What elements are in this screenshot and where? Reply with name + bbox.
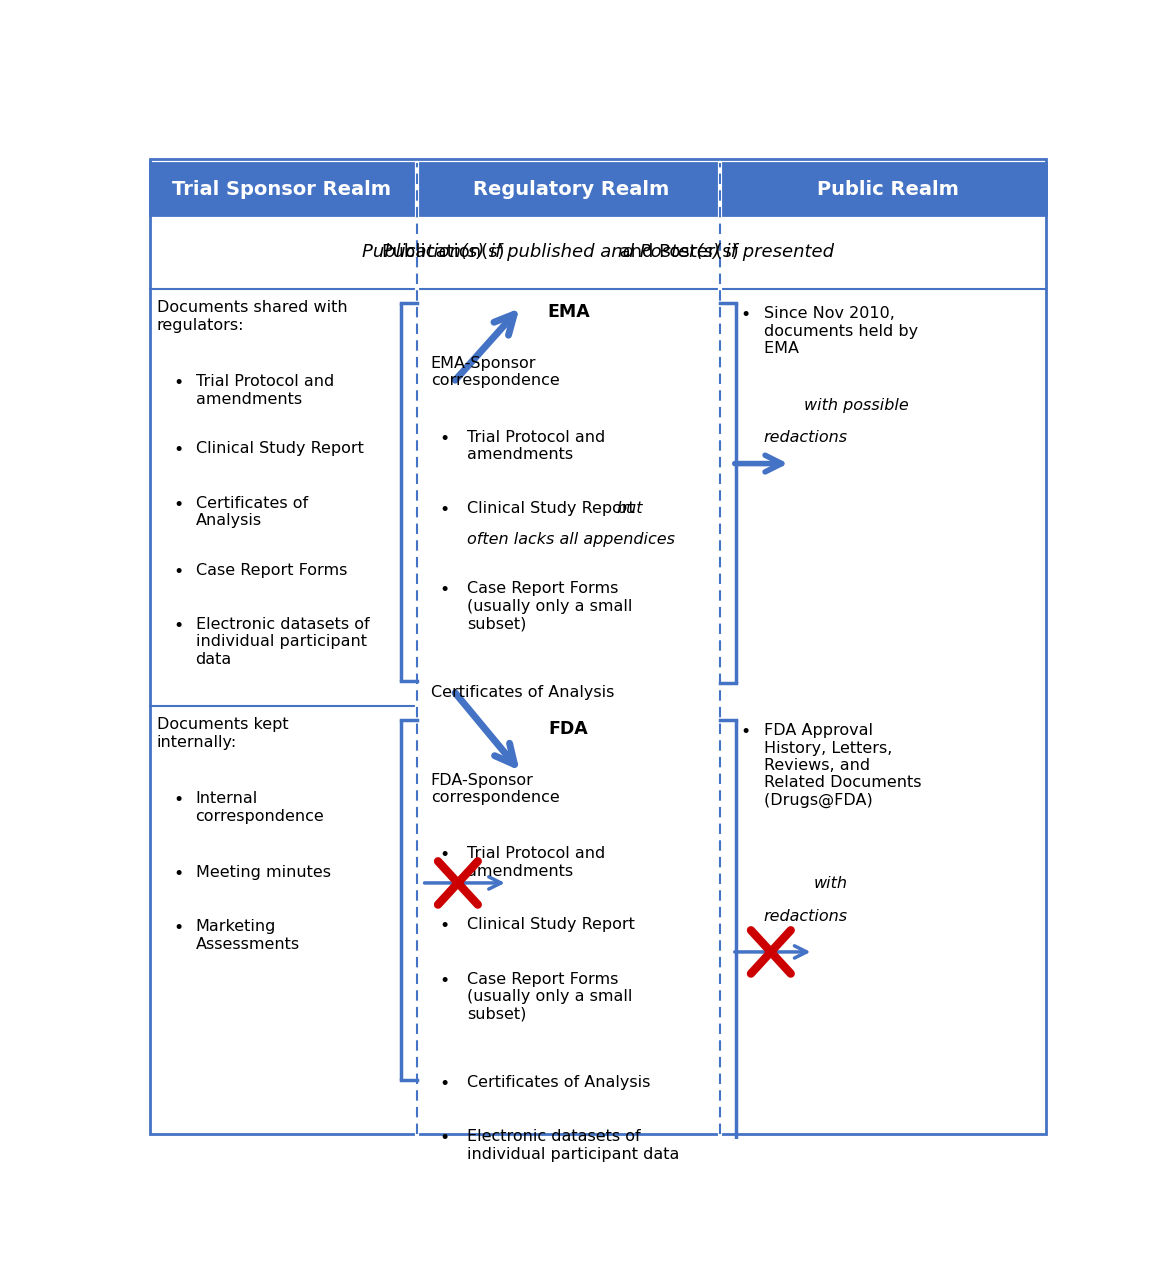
Text: Electronic datasets of
individual participant
data: Electronic datasets of individual partic… — [196, 617, 369, 667]
Text: Certificates of
Analysis: Certificates of Analysis — [196, 495, 308, 529]
Text: Regulatory Realm: Regulatory Realm — [473, 179, 669, 198]
Text: •: • — [440, 581, 450, 599]
Text: Publication(s) ​if published​ and Poster(s) ​if presented: Publication(s) ​if published​ and Poster… — [362, 243, 834, 261]
Text: •: • — [440, 918, 450, 936]
Text: Since Nov 2010,
documents held by
EMA: Since Nov 2010, documents held by EMA — [763, 306, 917, 356]
Text: Certificates of Analysis: Certificates of Analysis — [467, 1075, 650, 1091]
Text: •: • — [440, 500, 450, 518]
Text: Clinical Study Report: Clinical Study Report — [196, 442, 363, 457]
Text: Documents kept
internally:: Documents kept internally: — [156, 717, 288, 750]
Text: Marketing
Assessments: Marketing Assessments — [196, 919, 300, 952]
Text: with: with — [813, 876, 847, 891]
Text: Trial Protocol and
amendments: Trial Protocol and amendments — [467, 846, 606, 879]
Text: Clinical Study Report: Clinical Study Report — [467, 500, 640, 516]
Text: Trial Protocol and
amendments: Trial Protocol and amendments — [467, 430, 606, 462]
Text: EMA-Sponsor
correspondence: EMA-Sponsor correspondence — [431, 356, 559, 388]
Text: redactions: redactions — [763, 430, 847, 444]
Text: •: • — [440, 1075, 450, 1093]
Text: •: • — [173, 791, 183, 809]
Text: FDA Approval
History, Letters,
Reviews, and
Related Documents
(Drugs@FDA): FDA Approval History, Letters, Reviews, … — [763, 723, 921, 808]
Text: Public Realm: Public Realm — [817, 179, 958, 198]
Text: •: • — [173, 495, 183, 513]
Text: but: but — [616, 500, 643, 516]
Text: •: • — [173, 919, 183, 937]
Text: Case Report Forms
(usually only a small
subset): Case Report Forms (usually only a small … — [467, 581, 633, 631]
Text: redactions: redactions — [763, 909, 847, 924]
Text: Electronic datasets of
individual participant data: Electronic datasets of individual partic… — [467, 1129, 679, 1162]
Text: Certificates of Analysis: Certificates of Analysis — [431, 685, 614, 700]
Text: •: • — [440, 972, 450, 989]
Text: Clinical Study Report: Clinical Study Report — [467, 918, 635, 932]
Text: FDA: FDA — [548, 721, 588, 739]
Text: EMA: EMA — [547, 303, 591, 321]
Text: Publication(s)                    and Poster(s): Publication(s) and Poster(s) — [383, 243, 813, 261]
Text: often lacks all appendices: often lacks all appendices — [467, 532, 675, 547]
Text: Case Report Forms: Case Report Forms — [196, 563, 347, 577]
Text: •: • — [440, 1129, 450, 1147]
Text: •: • — [173, 374, 183, 393]
Text: •: • — [173, 617, 183, 635]
Text: •: • — [740, 306, 750, 324]
Text: Documents shared with
regulators:: Documents shared with regulators: — [156, 301, 348, 333]
Text: Trial Sponsor Realm: Trial Sponsor Realm — [172, 179, 391, 198]
Text: with possible: with possible — [804, 398, 909, 413]
Text: •: • — [173, 442, 183, 460]
Text: Meeting minutes: Meeting minutes — [196, 865, 330, 881]
Text: •: • — [440, 430, 450, 448]
Text: •: • — [440, 846, 450, 864]
Bar — [151, 164, 1046, 215]
Text: Trial Protocol and
amendments: Trial Protocol and amendments — [196, 374, 334, 407]
Text: •: • — [173, 865, 183, 883]
Text: •: • — [740, 723, 750, 741]
Text: FDA-Sponsor
correspondence: FDA-Sponsor correspondence — [431, 773, 559, 805]
Text: Internal
correspondence: Internal correspondence — [196, 791, 324, 824]
Text: Case Report Forms
(usually only a small
subset): Case Report Forms (usually only a small … — [467, 972, 633, 1021]
Text: •: • — [173, 563, 183, 581]
